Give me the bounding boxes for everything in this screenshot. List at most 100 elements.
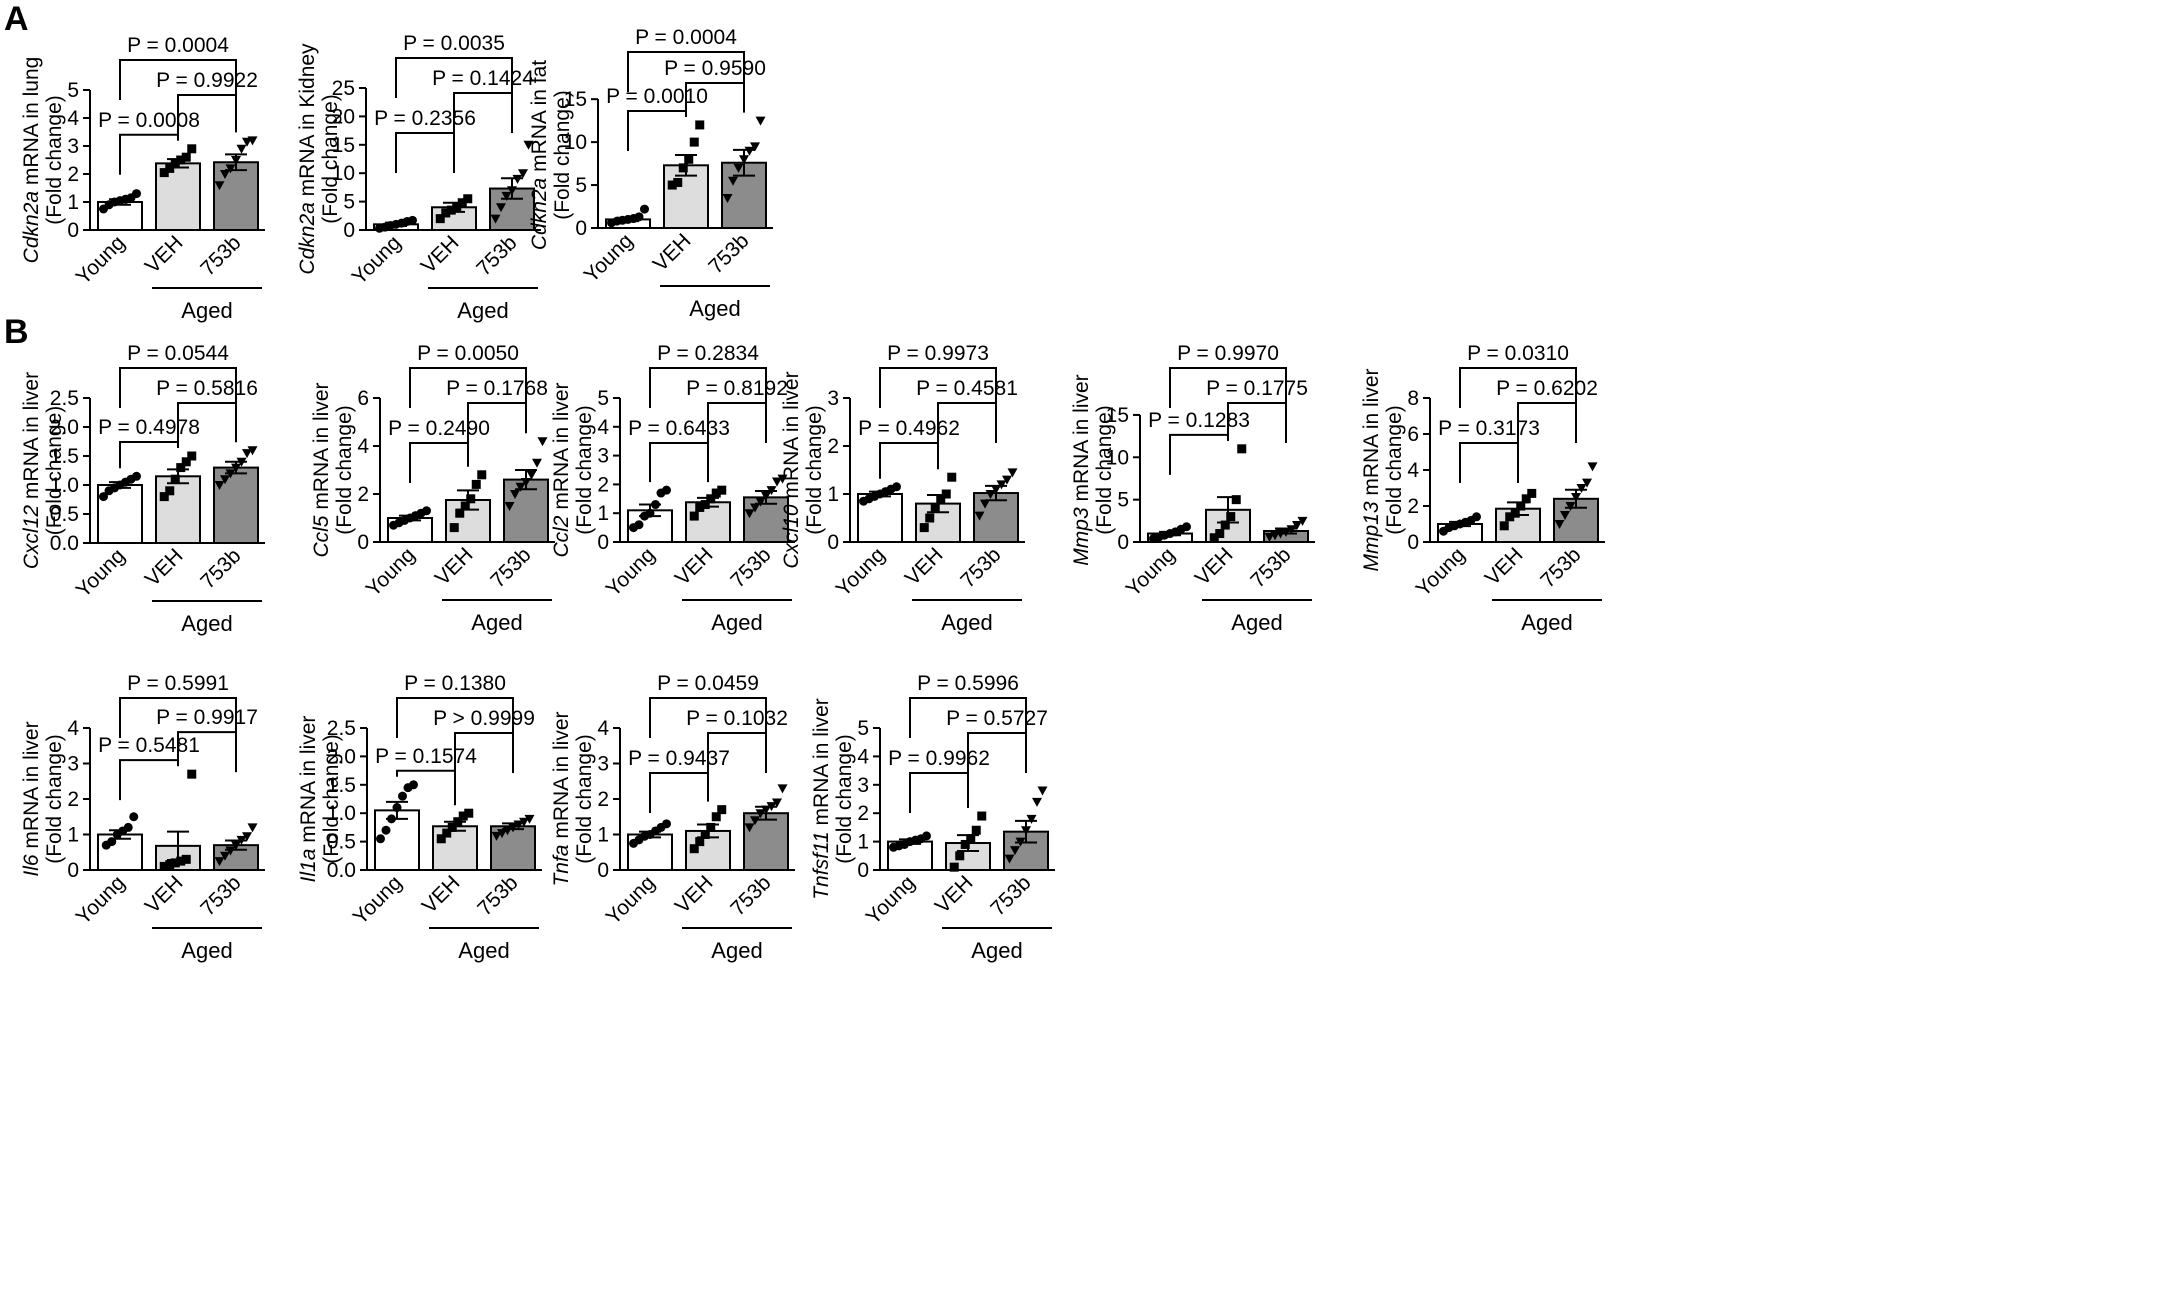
data-point bbox=[170, 858, 180, 868]
data-point bbox=[231, 841, 241, 851]
p-value-label: P = 0.1283 bbox=[1148, 409, 1250, 432]
data-point bbox=[165, 163, 175, 173]
data-point bbox=[247, 446, 258, 456]
data-point bbox=[1505, 512, 1515, 522]
x-tick-label: VEH bbox=[141, 231, 188, 278]
data-point bbox=[1571, 493, 1581, 502]
p-value-label: P = 0.1775 bbox=[1206, 377, 1308, 400]
data-point bbox=[455, 508, 465, 518]
data-point bbox=[695, 120, 705, 130]
data-point bbox=[700, 830, 710, 839]
data-point bbox=[242, 832, 252, 842]
x-tick-label: VEH bbox=[417, 231, 464, 278]
y-tick-label: 3 bbox=[857, 774, 869, 797]
x-tick-label: 753b bbox=[473, 871, 522, 920]
x-tick-label: VEH bbox=[1481, 543, 1528, 590]
significance-bracket bbox=[454, 732, 514, 773]
data-point bbox=[497, 829, 507, 839]
significance-bracket bbox=[467, 402, 527, 443]
significance-bracket bbox=[909, 772, 969, 813]
data-point bbox=[766, 486, 777, 496]
data-point bbox=[132, 471, 141, 481]
p-value-label: P = 0.1424 bbox=[432, 67, 534, 90]
y-label-text: mRNA in liver bbox=[20, 721, 43, 854]
data-point bbox=[187, 144, 197, 154]
data-point bbox=[739, 155, 749, 165]
y-axis-label: Mmp3 mRNA in liver bbox=[1070, 374, 1093, 565]
y-axis-label: Tnfsf11 mRNA in liver bbox=[810, 698, 833, 900]
significance-bracket bbox=[879, 442, 939, 479]
p-value-label: P = 0.9437 bbox=[628, 747, 730, 770]
data-point bbox=[123, 822, 133, 832]
data-point bbox=[634, 212, 644, 222]
data-point bbox=[176, 155, 186, 165]
y-tick-label: 15 bbox=[1106, 404, 1129, 427]
significance-bracket bbox=[685, 81, 745, 117]
y-label-gene: Ccl2 bbox=[550, 515, 573, 557]
p-value-label: P = 0.5727 bbox=[946, 707, 1048, 730]
group-label: Aged bbox=[689, 296, 740, 321]
y-tick-label: 5 bbox=[575, 174, 587, 197]
data-point bbox=[1510, 508, 1520, 518]
data-point bbox=[1275, 529, 1286, 539]
data-point bbox=[491, 831, 502, 841]
y-tick-label: 0 bbox=[597, 859, 609, 882]
data-point bbox=[1002, 475, 1012, 485]
data-point bbox=[422, 506, 431, 516]
bar-veh bbox=[155, 475, 201, 544]
bar-veh bbox=[432, 825, 478, 871]
data-point bbox=[651, 500, 660, 510]
group-label: Aged bbox=[1231, 610, 1282, 635]
data-point bbox=[1582, 478, 1592, 488]
significance-bracket bbox=[409, 442, 469, 483]
x-tick-label: 753b bbox=[196, 544, 245, 593]
significance-bracket bbox=[649, 697, 767, 738]
data-point bbox=[755, 809, 766, 819]
y-label-gene: Il1a bbox=[297, 849, 320, 883]
data-point bbox=[640, 204, 649, 214]
chart-tnfsf11: 0 1 2 3 4 5 Tnfsf11 mRNA in liver (Fold change)… bbox=[810, 672, 1055, 963]
p-value-label: P = 0.2490 bbox=[388, 417, 490, 440]
p-value-label: P = 0.2356 bbox=[374, 107, 476, 130]
data-point bbox=[673, 177, 683, 187]
y-tick-label: 20 bbox=[332, 105, 355, 128]
data-point bbox=[132, 189, 141, 199]
y-label-text: mRNA in liver bbox=[1070, 374, 1093, 507]
data-point bbox=[165, 860, 175, 870]
p-value-label: P = 0.0459 bbox=[657, 672, 759, 695]
p-value-label: P = 0.5816 bbox=[156, 377, 258, 400]
x-tick-label: Young bbox=[602, 543, 660, 601]
y-label-text: mRNA in lung bbox=[20, 57, 43, 191]
significance-bracket bbox=[627, 109, 687, 151]
x-tick-label: VEH bbox=[931, 871, 978, 918]
x-tick-label: 753b bbox=[1536, 543, 1585, 592]
data-point bbox=[477, 470, 487, 480]
y-axis-label-units: (Fold change) bbox=[43, 734, 66, 864]
data-point bbox=[777, 784, 788, 794]
y-tick-label: 0 bbox=[67, 859, 79, 882]
x-tick-label: VEH bbox=[141, 544, 188, 591]
p-value-label: P = 0.4978 bbox=[98, 416, 200, 439]
data-point bbox=[766, 802, 777, 812]
y-tick-label: 4 bbox=[857, 745, 869, 768]
data-point bbox=[955, 851, 965, 861]
data-point bbox=[689, 137, 699, 147]
data-point bbox=[518, 169, 528, 179]
p-value-label: P = 0.3173 bbox=[1438, 417, 1540, 440]
data-point bbox=[706, 822, 716, 832]
y-tick-label: 2.5 bbox=[327, 717, 356, 740]
significance-bracket bbox=[409, 367, 527, 408]
data-point bbox=[1297, 516, 1308, 526]
data-point bbox=[925, 513, 935, 523]
p-value-label: P = 0.0544 bbox=[127, 342, 229, 365]
data-point bbox=[711, 488, 721, 498]
data-point bbox=[225, 164, 236, 174]
y-tick-label: 1 bbox=[67, 824, 79, 847]
data-point bbox=[991, 485, 1001, 495]
data-point bbox=[1209, 533, 1219, 543]
y-label-text: mRNA in liver bbox=[20, 372, 43, 505]
data-point bbox=[1521, 494, 1531, 504]
data-point bbox=[510, 490, 520, 499]
bar-753b bbox=[213, 161, 259, 232]
data-point bbox=[977, 811, 987, 821]
